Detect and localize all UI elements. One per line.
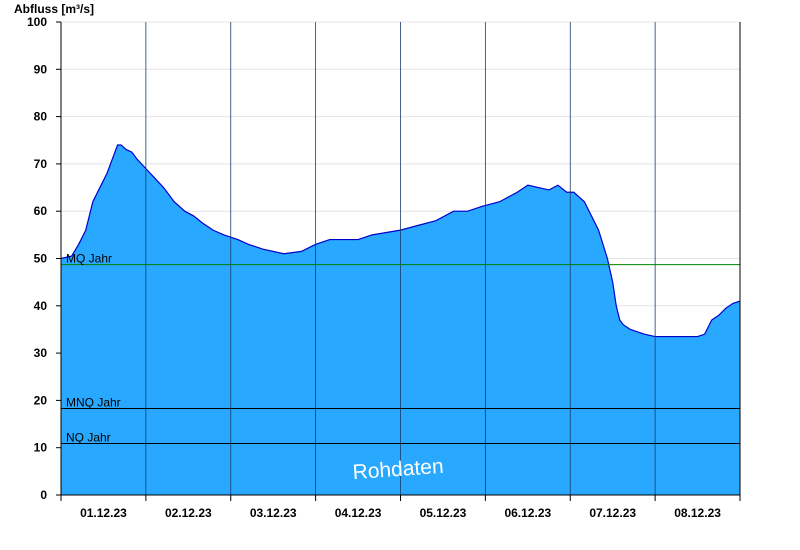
y-tick-label: 90 <box>34 62 48 76</box>
y-tick-label: 50 <box>34 252 48 266</box>
y-tick-label: 20 <box>34 393 48 407</box>
y-tick-label: 30 <box>34 346 48 360</box>
discharge-line <box>60 144 741 338</box>
reference-line-label: NQ Jahr <box>66 430 111 444</box>
y-tick-labels: 0 10 20 30 40 50 60 70 80 90 100 <box>27 15 47 502</box>
x-tick-label: 02.12.23 <box>165 506 212 520</box>
y-tick-label: 80 <box>34 110 48 124</box>
y-tick-label: 60 <box>34 204 48 218</box>
y-tick-label: 10 <box>34 441 48 455</box>
y-tick-label: 40 <box>34 299 48 313</box>
x-tick-label: 08.12.23 <box>674 506 721 520</box>
x-tick-label: 07.12.23 <box>589 506 636 520</box>
axes <box>56 21 741 501</box>
y-tick-label: 0 <box>40 488 47 502</box>
reference-line-label: MNQ Jahr <box>66 395 121 409</box>
x-tick-label: 05.12.23 <box>420 506 467 520</box>
y-tick-label: 70 <box>34 157 48 171</box>
x-tick-label: 03.12.23 <box>250 506 297 520</box>
reference-lines: MQ Jahr MNQ Jahr NQ Jahr <box>61 252 740 444</box>
reference-line-label: MQ Jahr <box>66 252 112 266</box>
x-tick-label: 04.12.23 <box>335 506 382 520</box>
x-tick-label: 01.12.23 <box>80 506 127 520</box>
x-tick-labels: 01.12.23 02.12.23 03.12.23 04.12.23 05.12.23… <box>80 506 721 520</box>
y-axis-title: Abfluss [m³/s] <box>14 2 94 16</box>
day-separator-lines <box>145 22 656 495</box>
y-tick-label: 100 <box>27 15 47 29</box>
x-tick-label: 06.12.23 <box>504 506 551 520</box>
